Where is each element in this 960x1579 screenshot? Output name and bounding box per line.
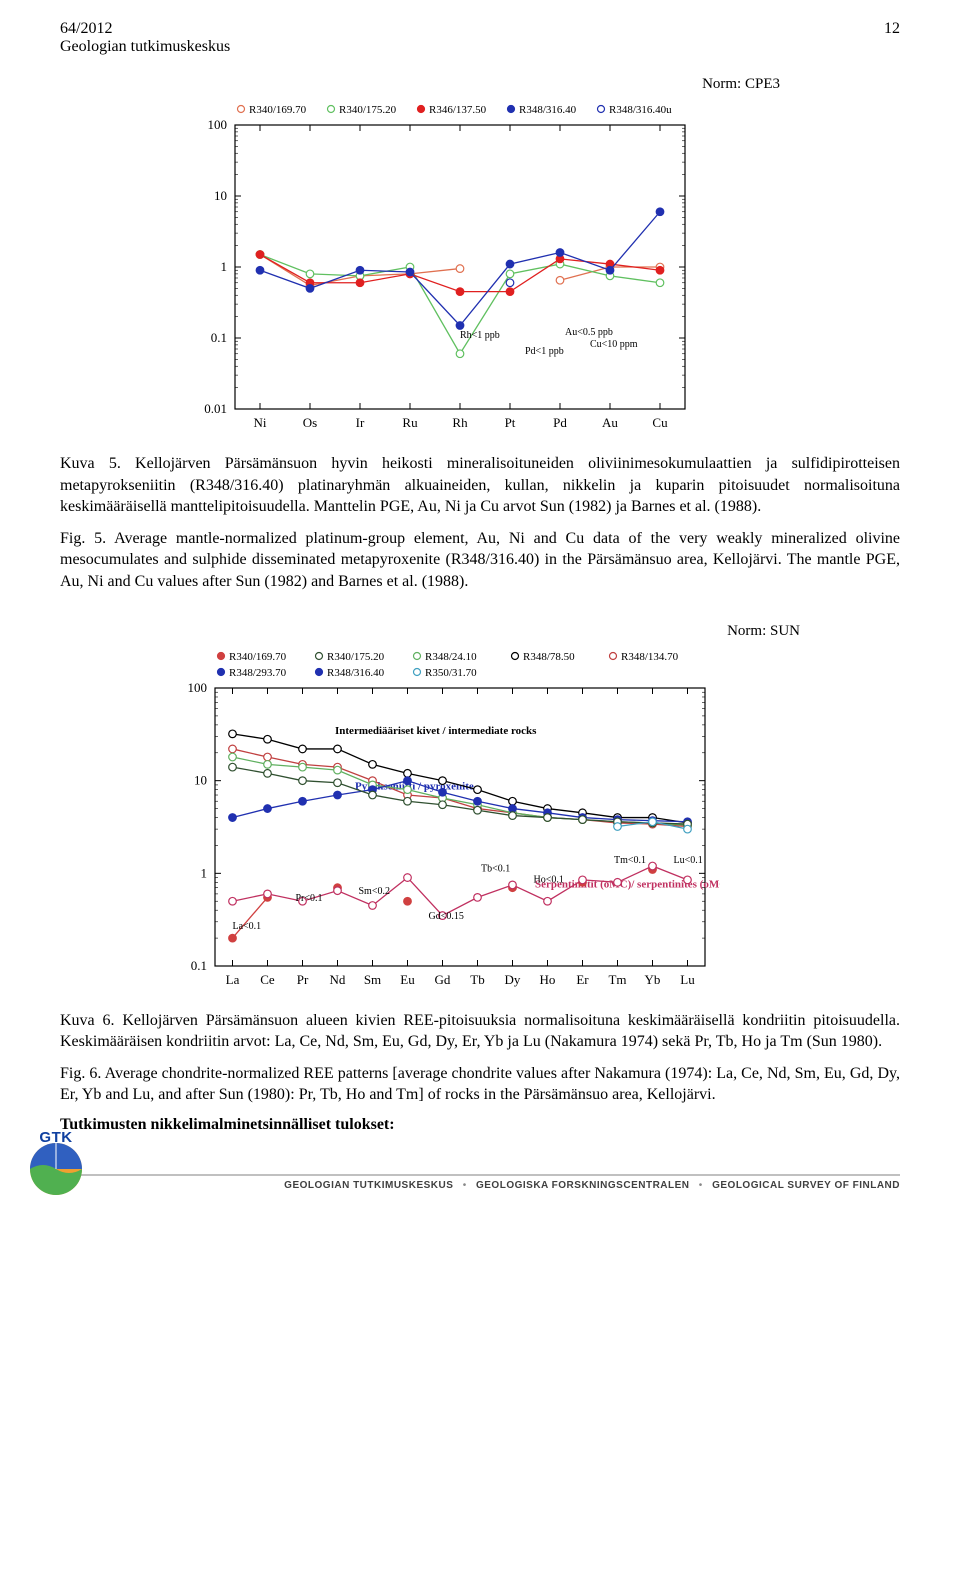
svg-text:Tm: Tm [608, 972, 626, 987]
page-number: 12 [884, 20, 900, 56]
caption-kuva6: Kuva 6. Kellojärven Pärsämänsuon alueen … [60, 1010, 900, 1053]
svg-text:Pd<1 ppb: Pd<1 ppb [525, 346, 564, 357]
gtk-logo: GTK [20, 1129, 92, 1201]
svg-text:Dy: Dy [505, 972, 521, 987]
svg-text:Yb: Yb [645, 972, 661, 987]
caption-kuva5: Kuva 5. Kellojärven Pärsämänsuon hyvin h… [60, 453, 900, 518]
svg-text:R348/134.70: R348/134.70 [621, 651, 679, 663]
svg-text:R348/316.40: R348/316.40 [519, 104, 577, 116]
svg-text:Au: Au [602, 415, 618, 430]
svg-text:Cu<10 ppm: Cu<10 ppm [590, 339, 638, 350]
svg-text:Lu: Lu [680, 972, 695, 987]
svg-text:R348/24.10: R348/24.10 [425, 651, 477, 663]
svg-text:Sm<0.2: Sm<0.2 [359, 885, 390, 896]
chart1: 0.01 0.1 1 10 100 Ni Os Ir Ru Rh Pt Pd Au Cu Rh<1 ppb P… [60, 99, 900, 439]
svg-text:R350/31.70: R350/31.70 [425, 667, 477, 679]
svg-text:Lu<0.1: Lu<0.1 [674, 854, 703, 865]
svg-text:Pt: Pt [505, 415, 516, 430]
svg-text:Pr<0.1: Pr<0.1 [296, 893, 323, 904]
svg-text:Ho<0.1: Ho<0.1 [534, 874, 564, 885]
svg-text:La<0.1: La<0.1 [233, 921, 262, 932]
footer-sep-1: • [463, 1180, 467, 1191]
svg-text:Ru: Ru [402, 415, 418, 430]
svg-text:10: 10 [194, 772, 207, 787]
svg-text:GTK: GTK [39, 1129, 72, 1146]
svg-text:Pr: Pr [297, 972, 309, 987]
svg-text:Pd: Pd [553, 415, 567, 430]
footer-part-1: GEOLOGIAN TUTKIMUSKESKUS [284, 1180, 453, 1191]
caption-fig5: Fig. 5. Average mantle-normalized platin… [60, 528, 900, 593]
svg-text:Sm: Sm [364, 972, 381, 987]
svg-text:0.1: 0.1 [211, 330, 227, 345]
svg-text:Gd<0.15: Gd<0.15 [429, 911, 464, 922]
svg-text:R348/293.70: R348/293.70 [229, 667, 287, 679]
svg-text:Au<0.5 ppb: Au<0.5 ppb [565, 327, 613, 338]
svg-text:R340/175.20: R340/175.20 [339, 104, 397, 116]
svg-text:Ir: Ir [356, 415, 365, 430]
svg-text:100: 100 [188, 680, 208, 695]
svg-text:R348/78.50: R348/78.50 [523, 651, 575, 663]
chart1-norm-label: Norm: CPE3 [60, 76, 900, 93]
svg-text:R340/175.20: R340/175.20 [327, 651, 385, 663]
svg-text:La: La [226, 972, 240, 987]
header-left: 64/2012 Geologian tutkimuskeskus [60, 20, 230, 56]
svg-text:R340/169.70: R340/169.70 [249, 104, 307, 116]
svg-text:R340/169.70: R340/169.70 [229, 651, 287, 663]
svg-text:Gd: Gd [435, 972, 451, 987]
svg-text:Rh<1 ppb: Rh<1 ppb [460, 330, 500, 341]
svg-text:R346/137.50: R346/137.50 [429, 104, 487, 116]
svg-text:R348/316.40: R348/316.40 [327, 667, 385, 679]
chart1-svg: 0.01 0.1 1 10 100 Ni Os Ir Ru Rh Pt Pd Au Cu Rh<1 ppb P… [180, 99, 700, 439]
svg-text:Er: Er [576, 972, 589, 987]
svg-text:Cu: Cu [652, 415, 668, 430]
svg-text:1: 1 [201, 865, 208, 880]
svg-text:Rh: Rh [452, 415, 468, 430]
svg-text:Tb<0.1: Tb<0.1 [481, 863, 510, 874]
caption-fig6: Fig. 6. Average chondrite-normalized REE… [60, 1063, 900, 1106]
svg-text:Ni: Ni [254, 415, 267, 430]
svg-text:Ce: Ce [260, 972, 275, 987]
svg-text:0.1: 0.1 [191, 958, 207, 973]
footer-sep-2: • [699, 1180, 703, 1191]
section-title: Tutkimusten nikkelimalminetsinnälliset t… [60, 1116, 900, 1134]
svg-text:Intermediääriset kivet / inter: Intermediääriset kivet / intermediate ro… [335, 724, 537, 736]
chart2-norm-label: Norm: SUN [60, 623, 900, 640]
chart2: 0.1 1 10 100 La Ce Pr Nd Sm Eu Gd Tb Dy Ho Er Tm Yb Lu Int… [60, 646, 900, 996]
footer-part-3: GEOLOGICAL SURVEY OF FINLAND [712, 1180, 900, 1191]
svg-text:Os: Os [303, 415, 317, 430]
footer-part-2: GEOLOGISKA FORSKNINGSCENTRALEN [476, 1180, 690, 1191]
chart2-svg: 0.1 1 10 100 La Ce Pr Nd Sm Eu Gd Tb Dy Ho Er Tm Yb Lu Int… [160, 646, 720, 996]
svg-text:Tb: Tb [470, 972, 484, 987]
svg-text:Nd: Nd [330, 972, 346, 987]
svg-text:Ho: Ho [540, 972, 556, 987]
svg-text:100: 100 [208, 117, 228, 132]
svg-text:10: 10 [214, 188, 227, 203]
page-footer: GTK GEOLOGIAN TUTKIMUSKESKUS • GEOLOGISK… [60, 1174, 900, 1191]
svg-text:R348/316.40u: R348/316.40u [609, 104, 672, 116]
svg-text:1: 1 [221, 259, 228, 274]
page-header: 64/2012 Geologian tutkimuskeskus 12 [60, 20, 900, 56]
svg-text:Tm<0.1: Tm<0.1 [614, 854, 646, 865]
svg-text:Eu: Eu [400, 972, 415, 987]
svg-text:0.01: 0.01 [204, 401, 227, 416]
